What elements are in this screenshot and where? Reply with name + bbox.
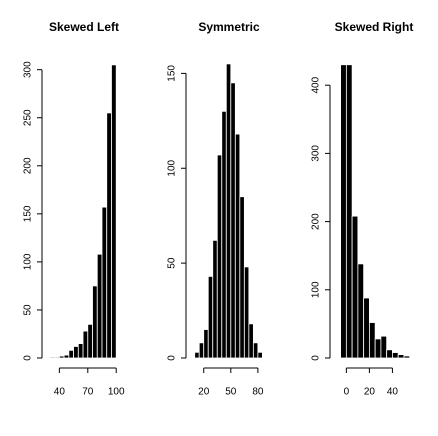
bar xyxy=(82,330,89,359)
chart-title: Skewed Right xyxy=(335,20,414,34)
bar xyxy=(198,342,205,359)
bar xyxy=(357,263,365,359)
bar xyxy=(225,63,232,359)
x-tick-label: 80 xyxy=(252,387,264,398)
bar xyxy=(345,64,353,359)
bar xyxy=(340,64,347,359)
bar xyxy=(68,349,74,359)
y-tick-label: 150 xyxy=(23,205,34,222)
y-tick-label: 50 xyxy=(23,304,34,316)
x-tick-label: 20 xyxy=(364,387,376,398)
y-tick-label: 150 xyxy=(167,65,178,82)
bar xyxy=(239,196,245,359)
y-tick-label: 100 xyxy=(167,159,178,176)
bar xyxy=(363,297,370,359)
bar xyxy=(77,343,84,359)
bar xyxy=(101,206,108,359)
x-tick-label: 0 xyxy=(344,387,350,398)
bar xyxy=(111,64,117,359)
bar xyxy=(73,346,79,359)
bar xyxy=(49,356,56,359)
x-tick-label: 40 xyxy=(387,387,399,398)
y-tick-label: 400 xyxy=(311,76,322,93)
bar xyxy=(374,338,382,359)
y-tick-label: 100 xyxy=(23,253,34,270)
y-tick-label: 0 xyxy=(167,355,178,361)
y-tick-label: 50 xyxy=(167,257,178,269)
bar xyxy=(207,276,214,359)
bar xyxy=(397,354,405,359)
bar xyxy=(216,154,223,359)
x-tick-label: 100 xyxy=(108,387,125,398)
bar xyxy=(234,133,241,359)
bar xyxy=(96,253,103,359)
bar xyxy=(87,323,93,359)
y-tick-label: 300 xyxy=(23,61,34,78)
bar xyxy=(368,322,376,359)
x-tick-label: 70 xyxy=(82,387,94,398)
y-tick-label: 100 xyxy=(311,281,322,298)
chart-title: Skewed Left xyxy=(49,20,119,34)
bar xyxy=(194,351,200,359)
bar xyxy=(403,355,411,359)
bar xyxy=(257,351,263,359)
bar xyxy=(392,352,399,359)
bar xyxy=(203,329,209,359)
bar xyxy=(243,266,250,359)
bar xyxy=(212,239,218,359)
y-tick-label: 300 xyxy=(311,145,322,162)
y-tick-label: 200 xyxy=(23,157,34,174)
bar xyxy=(351,215,359,359)
y-tick-label: 200 xyxy=(311,213,322,230)
bar xyxy=(252,342,259,359)
bar xyxy=(58,355,65,359)
chart-title: Symmetric xyxy=(198,20,260,34)
x-tick-label: 40 xyxy=(54,387,66,398)
y-tick-label: 0 xyxy=(23,355,34,361)
bar xyxy=(221,110,227,359)
x-tick-label: 20 xyxy=(198,387,210,398)
bar xyxy=(92,285,98,359)
bar xyxy=(248,323,254,359)
bar xyxy=(230,82,236,359)
y-tick-label: 250 xyxy=(23,109,34,126)
bar xyxy=(63,354,70,359)
bar xyxy=(386,349,393,359)
x-tick-label: 50 xyxy=(225,387,237,398)
bar xyxy=(54,356,60,359)
bar xyxy=(380,335,388,359)
bar xyxy=(106,112,112,359)
y-tick-label: 0 xyxy=(311,355,322,361)
